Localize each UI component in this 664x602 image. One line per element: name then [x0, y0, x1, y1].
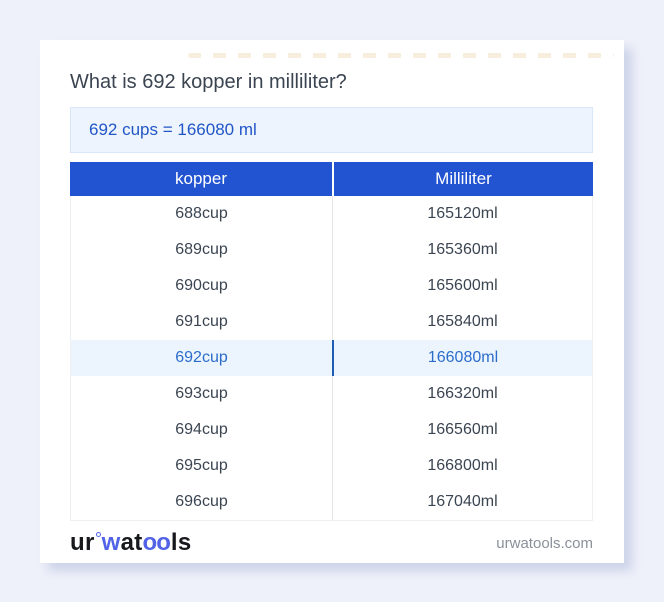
kopper-cell: 696cup	[175, 493, 228, 510]
table-row: 692cup 166080ml	[71, 340, 592, 376]
table-row: 693cup 166320ml	[71, 376, 592, 412]
table-body: 688cup 165120ml 689cup 165360ml 690cup 165600…	[70, 196, 593, 521]
card-footer: ur w at oo ls urwatools.com	[70, 525, 593, 561]
table-row: 688cup 165120ml	[71, 196, 592, 232]
table-row: 690cup 165600ml	[71, 268, 592, 304]
kopper-cell: 690cup	[175, 277, 228, 294]
logo-ring-icon	[95, 532, 101, 537]
table-row: 696cup 167040ml	[71, 484, 592, 520]
card-content: What is 692 kopper in milliliter? 692 cu…	[40, 40, 624, 561]
card-top-dashed-decoration	[188, 53, 614, 58]
site-logo[interactable]: ur w at oo ls	[70, 529, 191, 557]
milliliter-cell: 165360ml	[332, 232, 592, 268]
milliliter-cell: 166080ml	[332, 340, 592, 376]
milliliter-cell: 166320ml	[332, 376, 592, 412]
table-header-milliliter: Milliliter	[334, 162, 593, 196]
conversion-result-text: 692 cups = 166080 ml	[89, 120, 257, 139]
milliliter-cell: 165600ml	[332, 268, 592, 304]
table-row: 691cup 165840ml	[71, 304, 592, 340]
page-title: What is 692 kopper in milliliter?	[70, 71, 347, 93]
table-header: kopper Milliliter	[70, 162, 593, 196]
kopper-cell: 694cup	[175, 421, 228, 438]
kopper-cell: 688cup	[175, 205, 228, 222]
milliliter-cell: 165840ml	[332, 304, 592, 340]
kopper-cell: 695cup	[175, 457, 228, 474]
milliliter-cell: 165120ml	[332, 196, 592, 232]
logo-part-ur: ur	[70, 529, 95, 556]
conversion-result-box: 692 cups = 166080 ml	[70, 107, 593, 153]
milliliter-cell: 167040ml	[332, 484, 592, 520]
logo-part-w: w	[101, 529, 121, 556]
milliliter-cell: 166560ml	[332, 412, 592, 448]
logo-part-at: at	[120, 529, 143, 556]
table-header-kopper: kopper	[70, 162, 332, 196]
kopper-cell: 693cup	[175, 385, 228, 402]
milliliter-cell: 166800ml	[332, 448, 592, 484]
converter-card: What is 692 kopper in milliliter? 692 cu…	[40, 40, 624, 563]
kopper-cell: 689cup	[175, 241, 228, 258]
kopper-cell: 692cup	[175, 349, 228, 366]
logo-part-oo: oo	[142, 529, 171, 556]
logo-part-ls: ls	[170, 529, 192, 556]
table-row: 694cup 166560ml	[71, 412, 592, 448]
kopper-cell: 691cup	[175, 313, 228, 330]
table-row: 695cup 166800ml	[71, 448, 592, 484]
table-row: 689cup 165360ml	[71, 232, 592, 268]
site-domain-text[interactable]: urwatools.com	[496, 534, 593, 552]
